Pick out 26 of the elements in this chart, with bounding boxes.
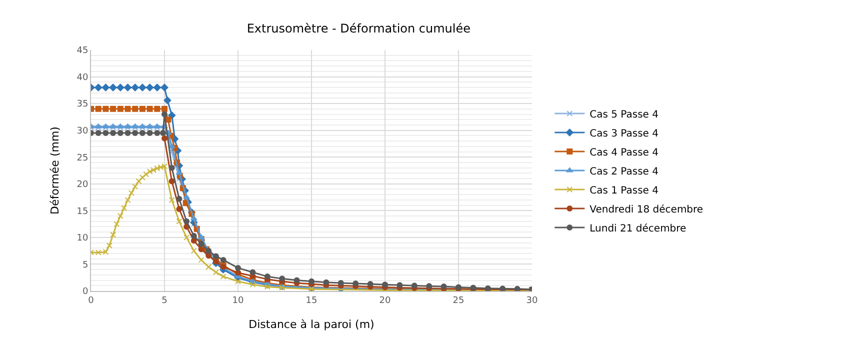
legend-label: Cas 5 Passe 4 xyxy=(590,109,659,120)
legend-label: Cas 2 Passe 4 xyxy=(590,166,659,178)
y-tick-label: 30 xyxy=(76,126,88,136)
y-tick-label: 25 xyxy=(76,153,88,164)
legend-label: Lundi 21 décembre xyxy=(590,223,686,234)
x-tick-label: 30 xyxy=(526,296,538,306)
legend-label: Cas 1 Passe 4 xyxy=(590,185,659,196)
x-tick-label: 25 xyxy=(452,296,464,306)
y-axis-title: Déformée (mm) xyxy=(48,126,62,214)
y-tick-label: 45 xyxy=(76,46,88,56)
chart-title: Extrusomètre - Déformation cumulée xyxy=(246,22,471,36)
x-tick-label: 20 xyxy=(379,296,391,306)
legend-label: Cas 4 Passe 4 xyxy=(590,147,659,158)
y-tick-label: 5 xyxy=(82,260,88,270)
y-tick-label: 15 xyxy=(76,206,88,217)
y-tick-label: 20 xyxy=(76,180,88,190)
x-tick-label: 10 xyxy=(232,296,244,306)
y-tick-label: 10 xyxy=(76,234,88,244)
x-tick-label: 15 xyxy=(306,296,318,306)
y-tick-label: 40 xyxy=(76,72,88,83)
x-axis-title: Distance à la paroi (m) xyxy=(248,318,374,331)
y-tick-label: 0 xyxy=(82,287,88,298)
y-tick-label: 35 xyxy=(76,100,88,110)
legend-label: Vendredi 18 décembre xyxy=(590,204,704,216)
x-tick-label: 5 xyxy=(162,296,168,306)
legend-label: Cas 3 Passe 4 xyxy=(590,128,659,140)
